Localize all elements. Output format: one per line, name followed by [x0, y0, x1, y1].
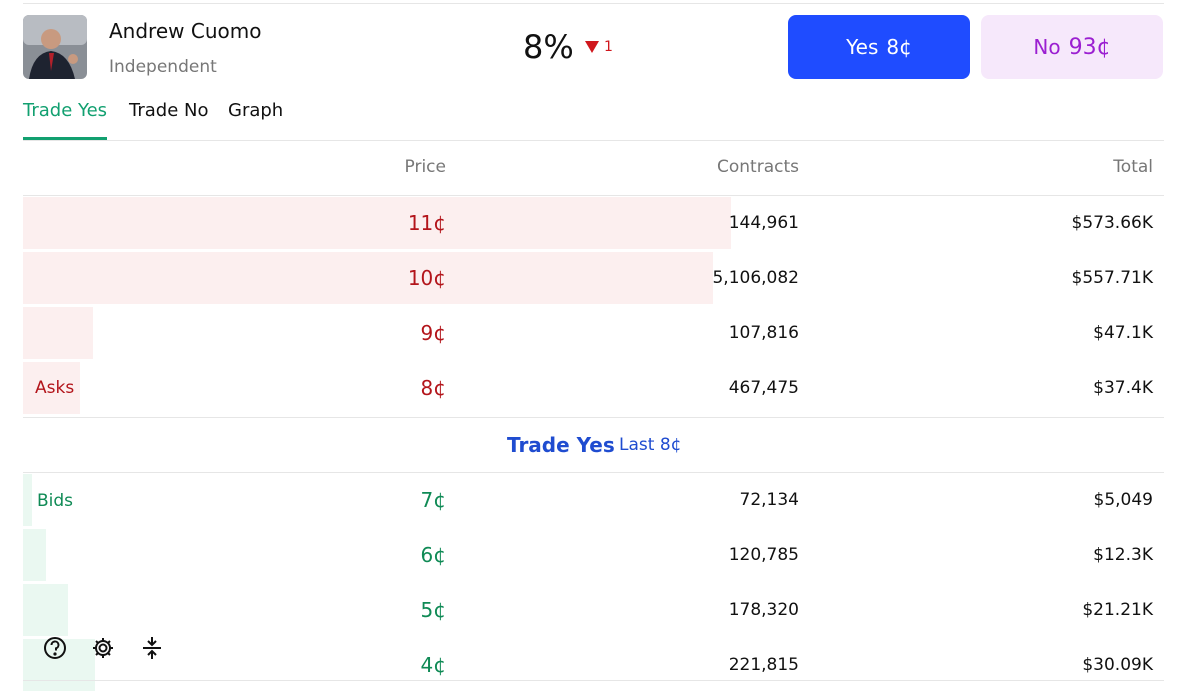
depth-bar [23, 252, 714, 304]
contracts: 107,816 [728, 323, 799, 343]
contracts: 144,961 [728, 213, 799, 233]
depth-bar [23, 639, 96, 691]
contracts: 221,815 [728, 655, 799, 675]
total: $12.3K [1093, 545, 1153, 565]
depth-bar [23, 474, 32, 526]
chance: 8% [523, 28, 574, 66]
total: $5,049 [1093, 490, 1153, 510]
party: Independent [109, 57, 217, 77]
asks-label: Asks [35, 378, 75, 398]
yes-price: 8¢ [886, 35, 912, 59]
price: 5¢ [420, 598, 446, 622]
divider [23, 195, 1164, 196]
column-header: Contracts [717, 157, 799, 177]
total: $21.21K [1082, 600, 1153, 620]
avatar [23, 15, 87, 79]
no-button[interactable]: No 93¢ [981, 15, 1163, 79]
price: 9¢ [420, 321, 446, 345]
depth-bar [23, 529, 47, 581]
price: 10¢ [407, 266, 446, 290]
depth-bar [23, 307, 93, 359]
price: 11¢ [407, 211, 446, 235]
spread-title: Trade Yes [507, 433, 615, 457]
tab-underline [23, 137, 107, 140]
candidate-name: Andrew Cuomo [109, 19, 262, 43]
compress-icon[interactable] [143, 637, 161, 659]
contracts: 120,785 [728, 545, 799, 565]
no-label: No [1033, 35, 1061, 59]
divider [23, 472, 1164, 473]
contracts: 467,475 [728, 378, 799, 398]
price: 8¢ [420, 376, 446, 400]
yes-button[interactable]: Yes 8¢ [788, 15, 970, 79]
total: $47.1K [1093, 323, 1153, 343]
contracts: 72,134 [739, 490, 799, 510]
last-price: Last 8¢ [619, 435, 682, 455]
tab[interactable]: Trade Yes [23, 100, 108, 121]
price: 6¢ [420, 543, 446, 567]
contracts: 5,106,082 [712, 268, 799, 288]
total: $557.71K [1071, 268, 1153, 288]
price: 7¢ [420, 488, 446, 512]
depth-bar [23, 197, 731, 249]
toolbar [44, 637, 161, 659]
divider [23, 3, 1164, 4]
price: 4¢ [420, 653, 446, 677]
divider [23, 417, 1164, 418]
total: $573.66K [1071, 213, 1153, 233]
change: 1 [604, 39, 613, 55]
settings-icon[interactable] [93, 638, 113, 658]
divider [23, 680, 1164, 681]
contracts: 178,320 [728, 600, 799, 620]
column-header: Price [404, 157, 446, 177]
tab[interactable]: Graph [228, 100, 284, 121]
divider [23, 140, 1164, 141]
depth-bar [23, 584, 69, 636]
depth-bar [23, 362, 80, 414]
bids-label: Bids [37, 491, 74, 511]
no-price: 93¢ [1068, 34, 1111, 60]
help-icon[interactable] [44, 637, 66, 659]
tab[interactable]: Trade No [129, 100, 209, 121]
total: $30.09K [1082, 655, 1153, 675]
total: $37.4K [1093, 378, 1153, 398]
column-header: Total [1113, 157, 1153, 177]
down-arrow [585, 41, 599, 53]
yes-label: Yes [846, 35, 879, 59]
